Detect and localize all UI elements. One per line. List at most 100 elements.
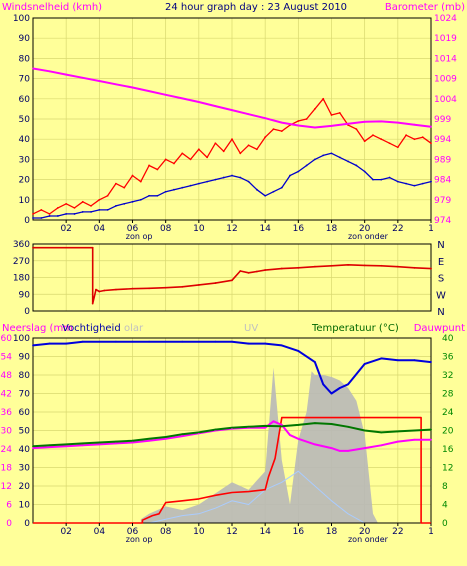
x-tick-label: 10 — [193, 527, 205, 537]
humidity-y-tick-label: 100 — [13, 334, 30, 344]
data-point-humidity — [65, 342, 68, 345]
data-point-wind — [430, 180, 432, 183]
baro-y-tick-label: 984 — [434, 176, 451, 186]
compass-label: E — [438, 257, 444, 268]
data-point-humidity — [330, 392, 333, 395]
data-point-baro — [131, 86, 134, 89]
data-point-temp — [32, 445, 34, 448]
data-point-winddir — [98, 290, 101, 293]
data-point-dew — [148, 439, 150, 442]
data-point-gust — [297, 120, 300, 122]
data-point-winddir — [32, 246, 34, 249]
x-tick-label: 16 — [293, 224, 305, 234]
data-point-wind — [181, 186, 184, 189]
data-point-gust — [48, 213, 51, 215]
x-tick-label: 18 — [326, 527, 338, 537]
data-point-wind — [289, 174, 291, 177]
data-point-gust — [396, 146, 399, 149]
data-point-wind — [32, 217, 34, 219]
data-point-winddir — [103, 289, 106, 292]
data-point-winddir — [91, 246, 94, 249]
humidity-y-tick-label: 50 — [19, 427, 31, 437]
baro-y-tick-label: 1004 — [434, 95, 457, 105]
data-point-baro — [413, 123, 416, 126]
data-point-temp — [131, 439, 134, 442]
data-point-winddir — [297, 266, 300, 269]
temp-y-tick-label: 8 — [442, 482, 448, 492]
data-point-wind — [338, 156, 341, 159]
data-point-gust — [247, 144, 250, 147]
data-point-humidity — [396, 359, 399, 362]
data-point-wind — [297, 170, 300, 173]
data-point-gust — [264, 136, 267, 139]
data-point-humidity — [363, 363, 366, 365]
data-point-gust — [90, 204, 92, 207]
x-tick-label: 12 — [226, 527, 237, 537]
data-point-gust — [81, 200, 84, 203]
data-point-wind — [98, 209, 101, 211]
data-point-gust — [314, 108, 316, 110]
data-point-temp — [231, 426, 233, 429]
data-point-humidity — [338, 387, 341, 389]
data-point-temp — [164, 436, 167, 438]
data-point-winddir — [430, 267, 432, 270]
series-line-dew — [32, 420, 431, 452]
data-point-dew — [81, 444, 84, 447]
data-point-gust — [239, 152, 242, 155]
data-point-temp — [148, 437, 150, 440]
series-area-solar — [140, 367, 378, 523]
data-point-gust — [214, 142, 217, 145]
data-point-dew — [115, 442, 117, 445]
baro-y-tick-label: 974 — [434, 216, 451, 226]
data-point-winddir — [363, 264, 366, 267]
data-point-winddir — [330, 264, 333, 267]
x-tick-label: 12 — [226, 224, 237, 234]
data-point-dew — [280, 424, 283, 426]
rain-y-tick-label: 42 — [1, 390, 12, 400]
data-point-winddir — [115, 288, 117, 291]
data-point-wind — [388, 176, 391, 179]
data-point-dew — [181, 435, 184, 437]
data-point-baro — [197, 101, 200, 103]
data-point-wind — [106, 209, 109, 211]
data-point-temp — [347, 425, 349, 428]
data-point-wind — [222, 176, 225, 179]
data-point-winddir — [181, 285, 184, 288]
data-point-temp — [430, 428, 432, 431]
x-tick-label: 20 — [359, 224, 371, 234]
data-point-baro — [347, 122, 349, 125]
data-point-winddir — [347, 263, 349, 266]
rain-humidity-temp-panel: 0612182430364248546001020304050607080901… — [1, 334, 454, 544]
humidity-axis-label: Vochtigheid — [62, 323, 121, 334]
data-point-temp — [181, 433, 184, 436]
data-point-wind — [65, 213, 68, 215]
data-point-humidity — [297, 350, 300, 352]
data-point-wind — [421, 182, 424, 185]
data-point-baro — [214, 105, 217, 107]
data-point-gust — [164, 158, 167, 161]
data-point-dew — [32, 447, 34, 449]
data-point-gust — [280, 130, 283, 133]
data-point-wind — [413, 184, 416, 187]
data-point-winddir — [148, 287, 150, 290]
data-point-dew — [65, 445, 68, 448]
data-point-gust — [388, 142, 391, 145]
data-point-humidity — [131, 340, 134, 343]
data-point-humidity — [322, 383, 325, 386]
winddir-y-tick-label: 270 — [13, 257, 30, 267]
data-point-humidity — [48, 342, 51, 345]
baro-y-tick-label: 989 — [434, 155, 451, 165]
x-tick-label: 02 — [60, 224, 71, 234]
data-point-baro — [98, 80, 101, 82]
panel2-frame — [32, 243, 432, 312]
data-point-baro — [314, 126, 316, 129]
data-point-baro — [430, 125, 432, 128]
x-tick-label: 04 — [94, 224, 106, 234]
humidity-y-tick-label: 70 — [19, 390, 31, 400]
data-point-wind — [264, 194, 267, 197]
data-point-temp — [98, 441, 101, 444]
baro-y-tick-label: 979 — [434, 196, 451, 206]
data-point-baro — [330, 124, 333, 127]
x-tick-label: 06 — [127, 527, 139, 537]
